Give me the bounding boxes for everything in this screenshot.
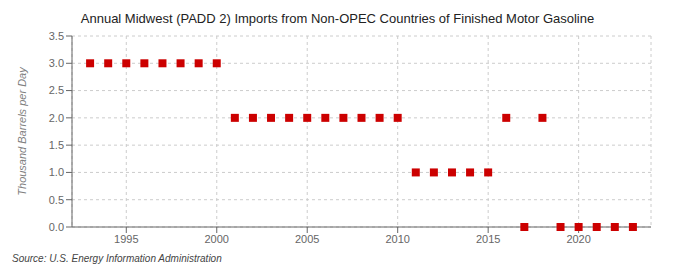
svg-text:2005: 2005 — [295, 233, 319, 245]
svg-text:Thousand Barrels per Day: Thousand Barrels per Day — [16, 66, 28, 196]
html-text:Source: U.S. Energy Informatio: Source: U.S. Energy Information Administ… — [12, 253, 222, 264]
svg-text:1.5: 1.5 — [49, 139, 64, 151]
svg-text:0.5: 0.5 — [49, 194, 64, 206]
svg-text:2015: 2015 — [476, 233, 500, 245]
svg-text:1.0: 1.0 — [49, 166, 64, 178]
svg-text:1995: 1995 — [114, 233, 138, 245]
svg-text:3.0: 3.0 — [49, 57, 64, 69]
svg-text:2.5: 2.5 — [49, 84, 64, 96]
svg-text:3.5: 3.5 — [49, 30, 64, 42]
svg-text:2020: 2020 — [566, 233, 590, 245]
svg-text:2.0: 2.0 — [49, 112, 64, 124]
svg-text:2010: 2010 — [385, 233, 409, 245]
svg-text:2000: 2000 — [205, 233, 229, 245]
html-text:Annual Midwest (PADD 2) Import: Annual Midwest (PADD 2) Imports from Non… — [80, 11, 595, 26]
svg-text:0.0: 0.0 — [49, 221, 64, 233]
